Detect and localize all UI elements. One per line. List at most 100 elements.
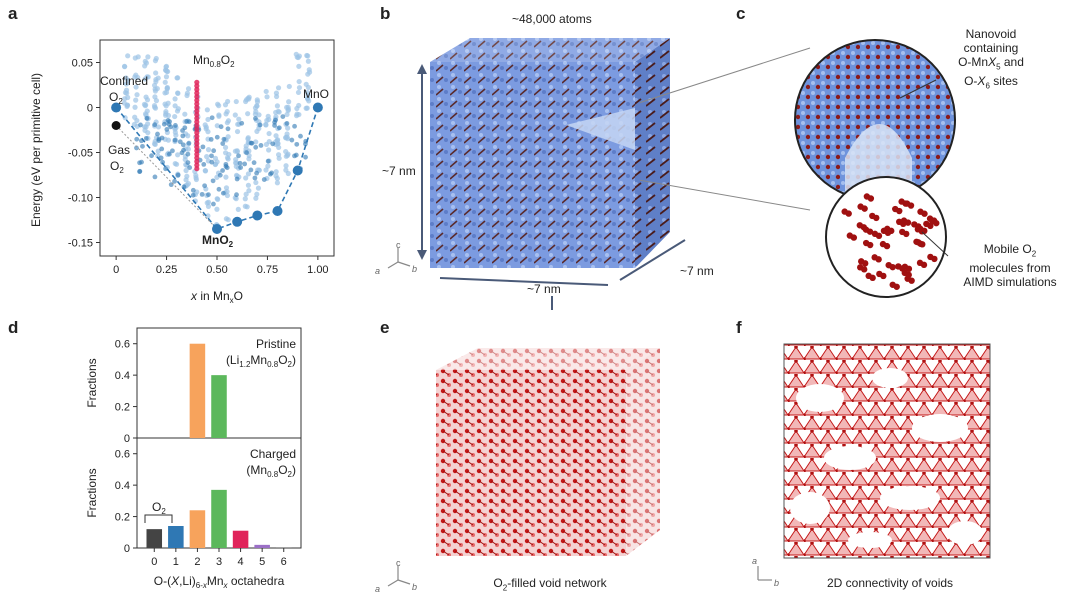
scatter-point [208, 137, 214, 142]
scatter-point [220, 141, 226, 146]
scatter-point [273, 133, 279, 139]
o2-molecule [907, 202, 915, 209]
scatter-point [234, 192, 239, 198]
scatter-point [245, 136, 251, 142]
scatter-point [214, 206, 220, 212]
mn08o2-point [194, 144, 200, 150]
scatter-point [242, 161, 248, 167]
o2-molecule [867, 195, 875, 202]
scatter-point [212, 161, 219, 167]
scatter-point [303, 105, 309, 111]
mn08o2-point [194, 166, 200, 172]
mn08o2-label: Mn0.8O2 [193, 53, 235, 69]
scatter-point [204, 107, 210, 113]
charged-title: Charged [250, 447, 296, 461]
axis-a-label: a [375, 266, 381, 276]
scatter-point [170, 148, 175, 154]
y-tick-label: -0.15 [68, 238, 93, 250]
scatter-point [177, 139, 183, 145]
scatter-point [174, 108, 181, 114]
scatter-point [152, 174, 158, 180]
scatter-point [187, 165, 193, 170]
scatter-point [202, 122, 208, 128]
scatter-point [145, 54, 151, 60]
scatter-point [255, 185, 262, 191]
gas-o2-label: O2 [110, 159, 124, 175]
o2-molecule [905, 271, 912, 279]
scatter-point [162, 101, 168, 107]
scatter-point [246, 188, 252, 194]
scatter-point [303, 154, 308, 160]
scatter-point [144, 108, 150, 114]
e-axis-c-label: c [396, 558, 401, 568]
bottom-y-label: Fractions [85, 468, 99, 517]
f-axis-b-label: b [774, 578, 780, 588]
scatter-point [153, 70, 159, 76]
scatter-point [292, 153, 297, 159]
scatter-point [305, 92, 311, 98]
mn08o2-point [194, 137, 200, 143]
scatter-point [243, 191, 249, 197]
scatter-point [175, 90, 181, 97]
scatter-point [166, 122, 172, 127]
2d-void-connectivity [757, 343, 991, 581]
scatter-point [220, 168, 225, 173]
scatter-point [238, 165, 244, 170]
gas-o2-line [115, 125, 218, 230]
scatter-point [274, 103, 281, 109]
scatter-point [214, 123, 220, 129]
scatter-point [164, 86, 170, 92]
scatter-point [285, 170, 291, 177]
scatter-point [185, 160, 191, 166]
scatter-point [134, 92, 140, 98]
scatter-point [284, 121, 290, 126]
panel-label-a: a [8, 4, 18, 23]
scatter-point [303, 141, 308, 147]
scatter-point [180, 142, 186, 148]
mn08o2-point [194, 126, 200, 132]
e-front-face [436, 370, 626, 556]
scatter-point [305, 84, 311, 91]
scatter-point [162, 90, 168, 96]
scatter-point [181, 147, 186, 153]
axis-b-label: b [412, 264, 418, 274]
nanovoid-pointer [899, 79, 937, 99]
scatter-point [183, 167, 189, 174]
scatter-point [225, 156, 231, 162]
scatter-point [246, 156, 252, 162]
f-axis-a-label: a [752, 556, 758, 566]
mn08o2-point [194, 83, 200, 89]
scatter-point [294, 105, 300, 112]
scatter-point [144, 97, 151, 103]
scatter-point [163, 166, 168, 172]
hull-point [292, 165, 303, 176]
scatter-point [306, 98, 312, 104]
y-axis-label: Energy (eV per primitive cell) [29, 73, 43, 227]
depth-dim-label: ~7 nm [680, 264, 714, 278]
scatter-point [149, 153, 154, 159]
o2-molecule [875, 256, 882, 263]
gas-o2-point [111, 121, 121, 130]
scatter-point [164, 68, 170, 74]
o2-molecule [931, 255, 938, 263]
scatter-point [205, 147, 212, 153]
o2-molecule [845, 210, 852, 217]
octahedra-fraction-charts: 0 0.2 0.4 0.6 0 0.2 0.4 0.6 0 1 2 3 4 5 6 Fractions F… [85, 327, 302, 590]
mn08o2-point [194, 90, 200, 96]
y-tick-label: 0.4 [115, 370, 130, 382]
scatter-point [237, 160, 243, 166]
o2-molecule [902, 200, 909, 207]
atom-count-label: ~48,000 atoms [512, 12, 592, 26]
o2-bracket-label: O2 [152, 500, 166, 516]
scatter-point [224, 165, 230, 171]
scatter-point [161, 121, 167, 127]
scatter-point [294, 141, 300, 147]
width-arrow [439, 277, 609, 286]
o2-molecule [896, 207, 903, 215]
scatter-point [216, 103, 222, 109]
scatter-point [133, 84, 139, 90]
scatter-point [224, 120, 230, 126]
scatter-point [265, 163, 271, 169]
scatter-point [216, 186, 222, 192]
o2-molecule [921, 227, 928, 235]
